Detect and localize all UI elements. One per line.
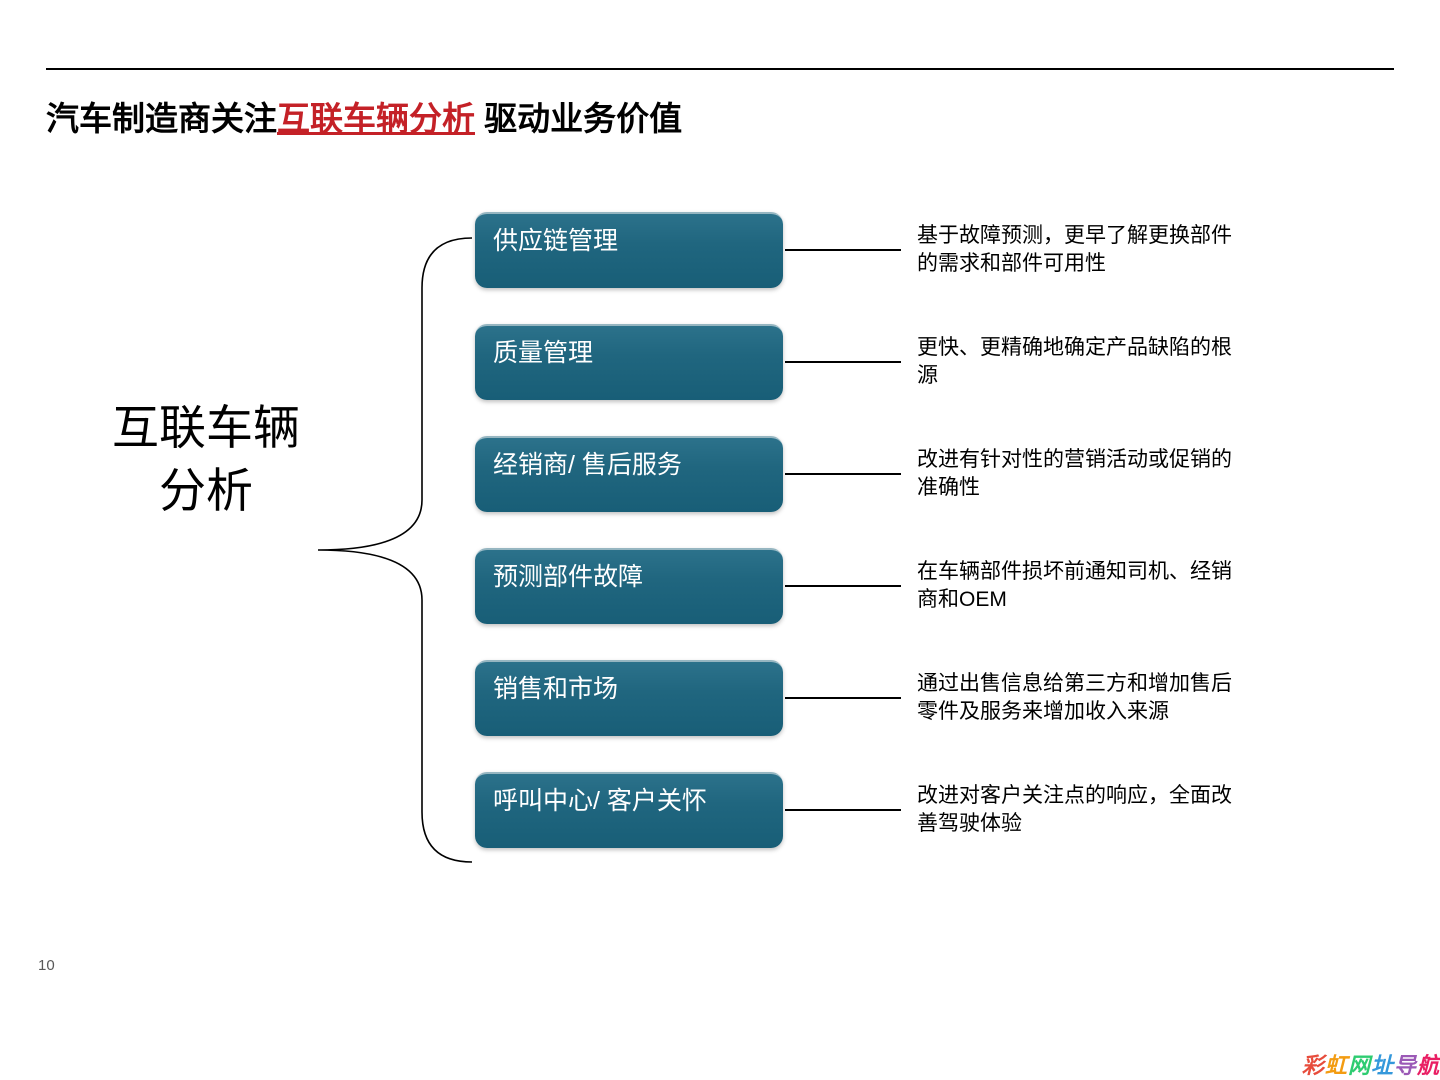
watermark-char: 导 — [1394, 1053, 1417, 1078]
item-label: 经销商/ 售后服务 — [493, 450, 682, 481]
item-row: 呼叫中心/ 客户关怀 改进对客户关注点的响应，全面改善驾驶体验 — [475, 772, 1237, 848]
page-title: 汽车制造商关注互联车辆分析 驱动业务价值 — [46, 92, 682, 140]
item-row: 经销商/ 售后服务 改进有针对性的营销活动或促销的准确性 — [475, 436, 1237, 512]
item-row: 销售和市场 通过出售信息给第三方和增加售后零件及服务来增加收入来源 — [475, 660, 1237, 736]
item-box: 经销商/ 售后服务 — [475, 436, 783, 512]
root-label-line1: 互联车辆 — [112, 396, 300, 459]
item-row: 预测部件故障 在车辆部件损坏前通知司机、经销商和OEM — [475, 548, 1237, 624]
connector-line — [785, 361, 901, 363]
item-label: 质量管理 — [493, 338, 593, 369]
item-label: 销售和市场 — [493, 674, 618, 705]
connector-line — [785, 585, 901, 587]
item-box: 呼叫中心/ 客户关怀 — [475, 772, 783, 848]
item-description: 改进对客户关注点的响应，全面改善驾驶体验 — [917, 782, 1237, 839]
item-description: 在车辆部件损坏前通知司机、经销商和OEM — [917, 558, 1237, 615]
watermark-char: 网 — [1348, 1053, 1371, 1078]
header-divider — [46, 68, 1394, 70]
watermark-char: 址 — [1371, 1053, 1394, 1078]
item-label: 供应链管理 — [493, 226, 618, 257]
items-column: 供应链管理 基于故障预测，更早了解更换部件的需求和部件可用性质量管理 更快、更精确地… — [475, 212, 1237, 884]
item-description: 改进有针对性的营销活动或促销的准确性 — [917, 446, 1237, 503]
root-label-line2: 分析 — [112, 459, 300, 522]
item-row: 供应链管理 基于故障预测，更早了解更换部件的需求和部件可用性 — [475, 212, 1237, 288]
item-description: 基于故障预测，更早了解更换部件的需求和部件可用性 — [917, 222, 1237, 279]
item-label: 呼叫中心/ 客户关怀 — [493, 786, 707, 817]
item-box: 预测部件故障 — [475, 548, 783, 624]
watermark-char: 航 — [1417, 1053, 1440, 1078]
title-highlight: 互联车辆分析 — [277, 100, 475, 137]
watermark-char: 彩 — [1302, 1053, 1325, 1078]
watermark-char: 虹 — [1325, 1053, 1348, 1078]
item-label: 预测部件故障 — [493, 562, 643, 593]
connector-line — [785, 473, 901, 475]
item-box: 供应链管理 — [475, 212, 783, 288]
watermark: 彩虹网址导航 — [1302, 1048, 1440, 1080]
item-description: 更快、更精确地确定产品缺陷的根源 — [917, 334, 1237, 391]
connector-line — [785, 249, 901, 251]
item-box: 质量管理 — [475, 324, 783, 400]
root-label: 互联车辆 分析 — [112, 396, 300, 523]
title-part2: 驱动业务价值 — [475, 100, 682, 137]
page-number: 10 — [38, 957, 55, 974]
brace-icon — [310, 200, 480, 880]
item-box: 销售和市场 — [475, 660, 783, 736]
item-row: 质量管理 更快、更精确地确定产品缺陷的根源 — [475, 324, 1237, 400]
connector-line — [785, 809, 901, 811]
connector-line — [785, 697, 901, 699]
title-part1: 汽车制造商关注 — [46, 100, 277, 137]
item-description: 通过出售信息给第三方和增加售后零件及服务来增加收入来源 — [917, 670, 1237, 727]
